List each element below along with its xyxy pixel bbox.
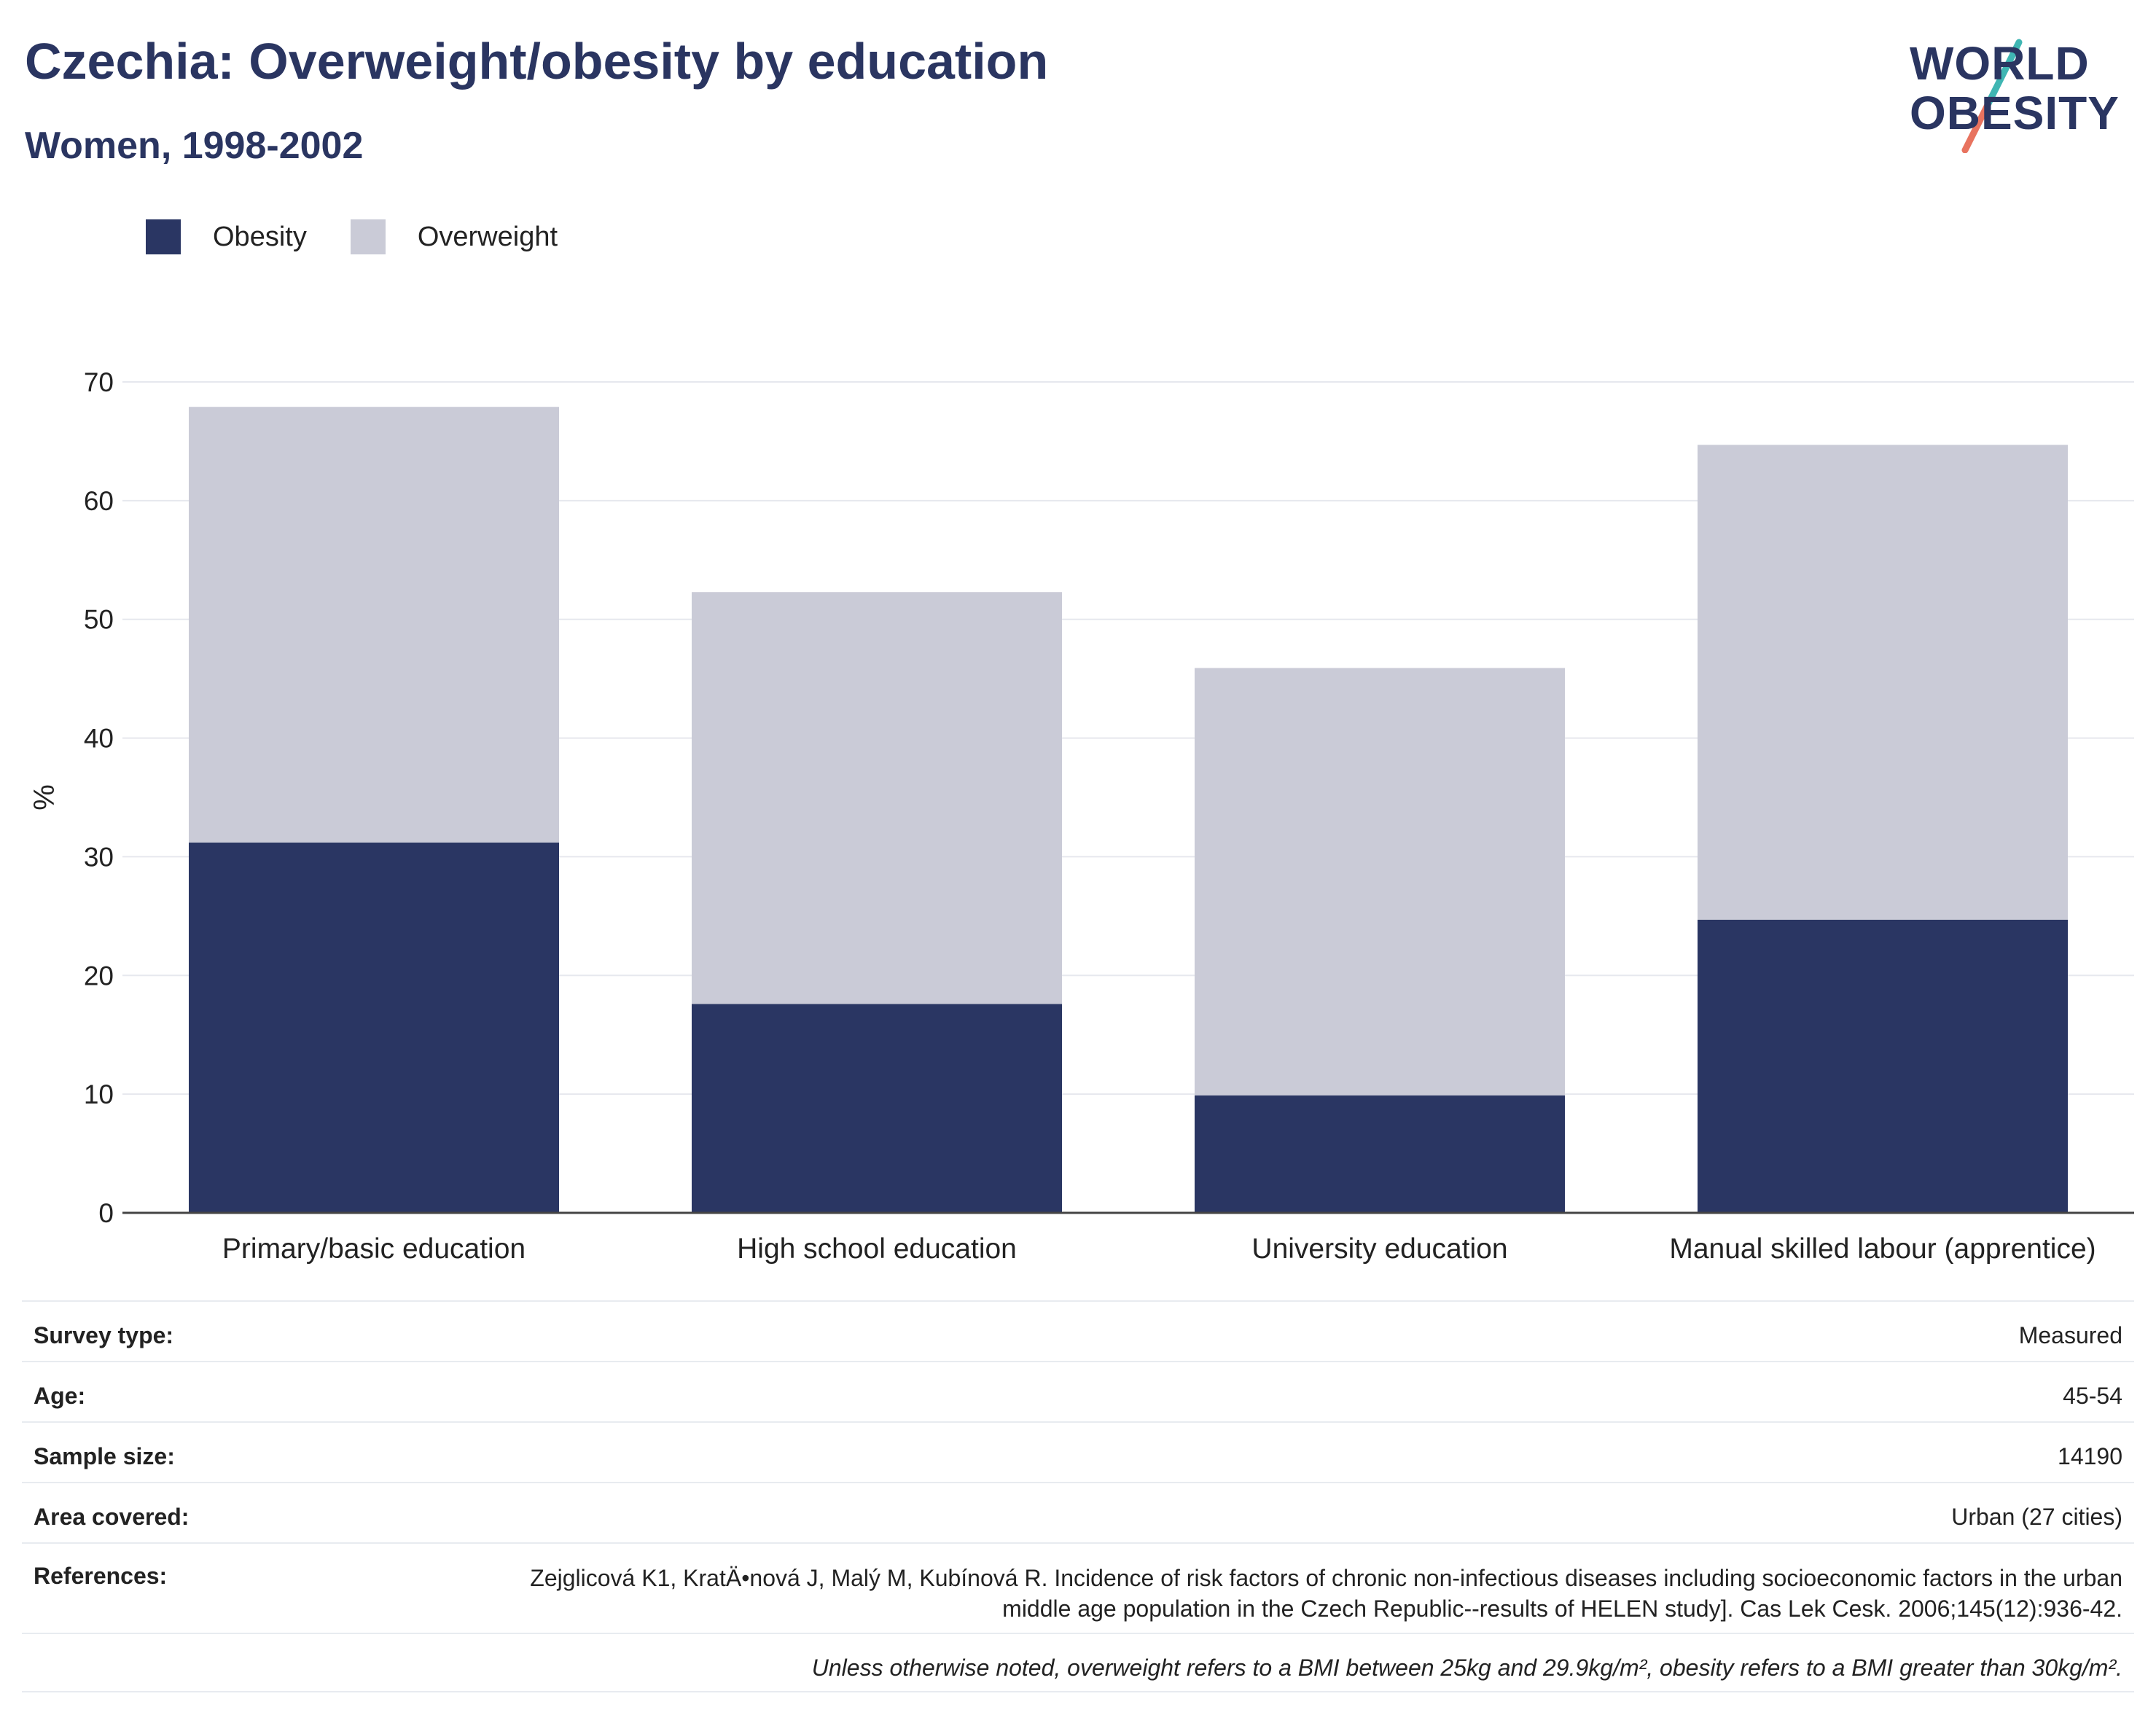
x-tick-label: High school education [737,1233,1017,1265]
info-key: Survey type: [34,1322,174,1348]
x-tick-label: Manual skilled labour (apprentice) [1669,1233,2096,1265]
chart-legend: Obesity Overweight [146,219,601,255]
info-value: Measured [2018,1322,2122,1348]
logo-line-2: OBESITY [1910,87,2120,139]
info-row-age: Age: 45-54 [22,1361,2134,1421]
info-row-survey-type: Survey type: Measured [22,1300,2134,1361]
bmi-definition-note: Unless otherwise noted, overweight refer… [811,1655,2122,1681]
legend-item-obesity: Obesity [146,219,307,254]
info-row-sample-size: Sample size: 14190 [22,1421,2134,1482]
chart-title: Czechia: Overweight/obesity by education [25,33,1049,90]
legend-swatch-overweight [350,219,386,254]
bar-obesity-1 [189,842,559,1213]
info-value: 45-54 [2063,1383,2122,1409]
bar-overweight-3 [1195,668,1565,1096]
bar-obesity-3 [1195,1095,1565,1213]
info-value: 14190 [2058,1443,2122,1469]
x-tick-label: Primary/basic education [222,1233,526,1265]
survey-info-table: Survey type: Measured Age: 45-54 Sample … [22,1300,2134,1692]
y-tick-label: 60 [84,486,114,516]
logo-slash-icon [1961,39,2023,153]
info-key: Sample size: [34,1443,175,1469]
chart-subtitle: Women, 1998-2002 [25,125,364,167]
legend-swatch-obesity [146,219,181,254]
info-key: References: [34,1563,168,1589]
x-tick-label: University education [1251,1233,1507,1265]
stacked-bar-chart: 0 10 20 30 40 50 60 70% Primary/basic education H… [28,367,2134,1265]
y-tick-label: 10 [84,1079,114,1109]
legend-item-overweight: Overweight [350,219,558,254]
y-tick-label: 70 [84,367,114,397]
bar-overweight-2 [692,592,1062,1004]
info-key: Age: [34,1383,86,1409]
y-tick-label: 0 [98,1198,114,1228]
legend-label-obesity: Obesity [213,221,307,252]
y-tick-label: 30 [84,842,114,872]
bar-obesity-2 [692,1004,1062,1213]
logo-line-1: WORLD [1910,37,2090,90]
y-tick-label: 20 [84,961,114,991]
bar-overweight-4 [1698,445,2068,920]
info-key: Area covered: [34,1504,190,1530]
info-value: Urban (27 cities) [1951,1504,2122,1530]
y-axis-label: % [28,784,60,811]
info-row-note: Unless otherwise noted, overweight refer… [22,1633,2134,1692]
bar-obesity-4 [1698,919,2068,1213]
y-tick-label: 50 [84,605,114,635]
y-tick-label: 40 [84,724,114,754]
legend-label-overweight: Overweight [417,221,558,252]
world-obesity-logo: WORLD OBESITY [1895,22,2143,153]
info-row-references: References: Zejglicová K1, KratÄ•nová J,… [22,1542,2134,1633]
references-text: Zejglicová K1, KratÄ•nová J, Malý M, Kub… [530,1565,2122,1622]
bar-overweight-1 [189,407,559,843]
info-row-area-covered: Area covered: Urban (27 cities) [22,1482,2134,1542]
